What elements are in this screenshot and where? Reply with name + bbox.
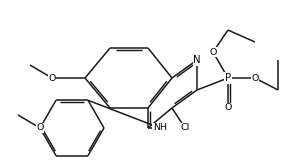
Text: P: P xyxy=(225,73,231,83)
Text: Cl: Cl xyxy=(180,123,190,133)
Text: NH: NH xyxy=(153,123,167,133)
Text: N: N xyxy=(193,55,201,65)
Text: O: O xyxy=(209,48,217,57)
Text: O: O xyxy=(224,104,232,112)
Text: O: O xyxy=(36,123,44,133)
Text: O: O xyxy=(48,74,56,82)
Text: O: O xyxy=(251,74,259,82)
